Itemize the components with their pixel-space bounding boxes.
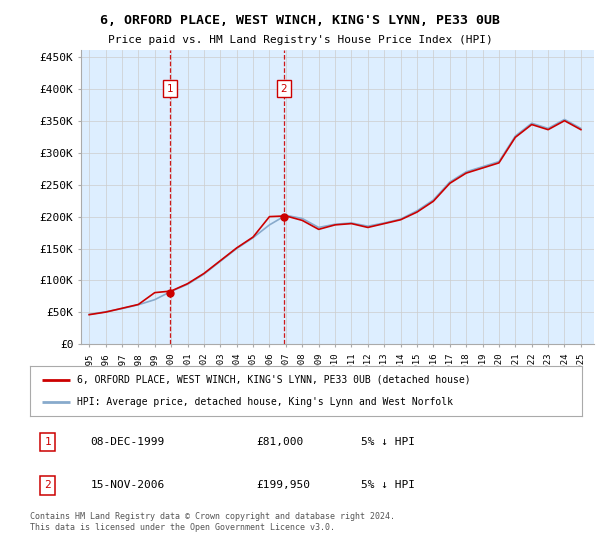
Text: 6, ORFORD PLACE, WEST WINCH, KING'S LYNN, PE33 0UB: 6, ORFORD PLACE, WEST WINCH, KING'S LYNN… [100, 14, 500, 27]
Text: Price paid vs. HM Land Registry's House Price Index (HPI): Price paid vs. HM Land Registry's House … [107, 35, 493, 45]
Text: £199,950: £199,950 [256, 480, 310, 491]
Text: 1: 1 [167, 84, 173, 94]
Text: 2: 2 [44, 480, 51, 491]
Text: HPI: Average price, detached house, King's Lynn and West Norfolk: HPI: Average price, detached house, King… [77, 397, 453, 407]
Text: 5% ↓ HPI: 5% ↓ HPI [361, 480, 415, 491]
Text: 6, ORFORD PLACE, WEST WINCH, KING'S LYNN, PE33 0UB (detached house): 6, ORFORD PLACE, WEST WINCH, KING'S LYNN… [77, 375, 470, 385]
Text: 1: 1 [44, 437, 51, 447]
Text: 15-NOV-2006: 15-NOV-2006 [91, 480, 165, 491]
Text: £81,000: £81,000 [256, 437, 304, 447]
Text: 08-DEC-1999: 08-DEC-1999 [91, 437, 165, 447]
Text: 2: 2 [280, 84, 287, 94]
Text: Contains HM Land Registry data © Crown copyright and database right 2024.
This d: Contains HM Land Registry data © Crown c… [30, 512, 395, 532]
Text: 5% ↓ HPI: 5% ↓ HPI [361, 437, 415, 447]
